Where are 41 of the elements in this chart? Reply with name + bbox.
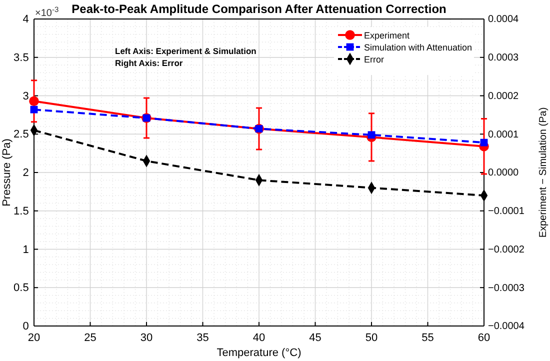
y-tick-label: 2.5 <box>14 128 29 141</box>
annotation: ×10$^{-3}$ <box>35 4 59 19</box>
y2-tick-label: 0.0001 <box>488 129 520 140</box>
y2-tick-label: 0.0000 <box>488 168 520 179</box>
legend-label: Simulation with Attenuation <box>364 42 472 52</box>
x-axis-title: Temperature (°C) <box>216 347 302 359</box>
y-axis-title: Pressure (Pa) <box>1 138 13 206</box>
legend-label: Experiment <box>364 30 410 40</box>
y-tick-label: 3 <box>22 90 29 102</box>
y-tick-label: 0.5 <box>14 282 29 294</box>
y-tick-label: 2 <box>22 167 29 180</box>
x-tick-label: 50 <box>365 332 378 344</box>
y2-axis-title: Experiment − Simulation (Pa) <box>538 107 549 238</box>
point <box>480 138 488 146</box>
x-tick-label: 35 <box>196 332 209 344</box>
y-tick-label: 1 <box>22 244 29 256</box>
y-tick-label: 0 <box>22 320 29 333</box>
point <box>30 106 38 114</box>
annotation: Left Axis: Experiment & Simulation <box>115 46 256 56</box>
y2-tick-label: 0.0004 <box>488 14 520 26</box>
x-tick-label: 25 <box>84 332 96 344</box>
point <box>29 96 39 106</box>
y2-tick-label: −0.0002 <box>488 244 525 256</box>
y-tick-label: 4 <box>22 14 29 26</box>
x-tick-label: 20 <box>28 332 40 344</box>
chart-title: Peak-to-Peak Amplitude Comparison After Attenuation Correction <box>72 2 446 16</box>
y-tick-label: 1.5 <box>14 205 29 218</box>
point <box>368 131 376 139</box>
y2-tick-label: 0.0003 <box>488 52 520 64</box>
legend-label: Error <box>364 54 384 64</box>
x-tick-label: 60 <box>478 332 490 344</box>
x-tick-label: 55 <box>422 332 434 344</box>
x-tick-label: 45 <box>309 332 322 344</box>
y2-tick-label: 0.0002 <box>488 90 520 102</box>
annotation: Right Axis: Error <box>115 58 184 68</box>
y2-tick-label: −0.0003 <box>488 282 525 294</box>
x-tick-label: 30 <box>140 332 153 344</box>
y-tick-label: 3.5 <box>14 52 29 64</box>
x-tick-label: 40 <box>252 332 266 344</box>
y2-tick-label: −0.0001 <box>488 206 525 218</box>
y2-tick-label: −0.0004 <box>488 321 525 332</box>
